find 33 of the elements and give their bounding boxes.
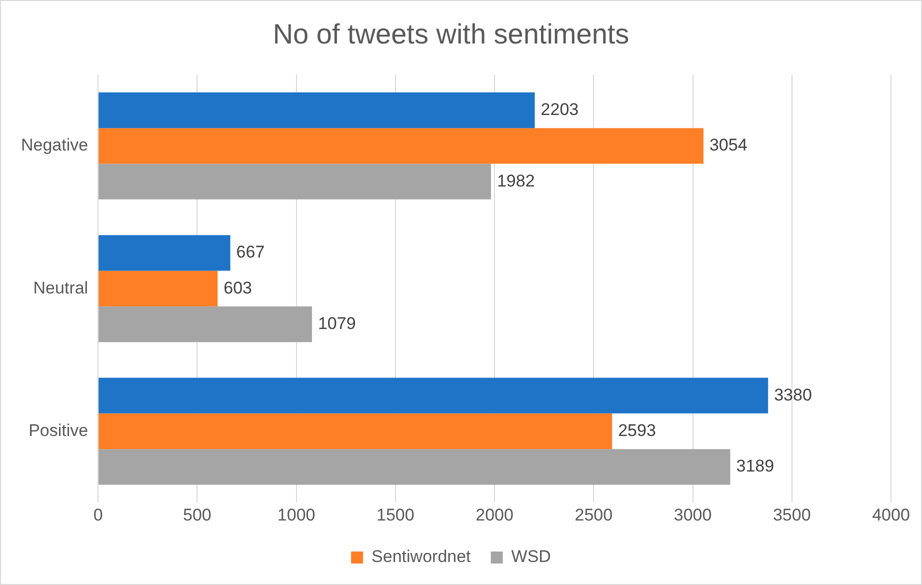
bar	[98, 270, 218, 306]
data-label: 3054	[709, 136, 748, 155]
data-label: 1982	[496, 171, 535, 190]
y-tick-label: Neutral	[33, 278, 88, 298]
bar	[98, 306, 312, 342]
x-tick-label: 500	[183, 505, 212, 524]
y-tick-label: Negative	[20, 136, 88, 155]
bar	[98, 92, 535, 128]
legend-label: WSD	[511, 547, 551, 566]
x-tick-label: 0	[93, 505, 103, 524]
data-label: 603	[224, 278, 252, 298]
bar	[98, 413, 612, 450]
bar	[98, 378, 768, 414]
x-tick-label: 2000	[476, 505, 514, 524]
data-label: 1079	[318, 314, 356, 333]
data-label: 667	[236, 242, 265, 262]
x-tick-label: 2500	[574, 505, 613, 524]
bar	[98, 235, 230, 271]
y-tick-label: Positive	[28, 420, 88, 440]
data-label: 2593	[618, 420, 656, 440]
data-label: 2203	[540, 100, 579, 119]
x-tick-label: 1000	[277, 505, 316, 524]
x-tick-label: 1500	[376, 505, 414, 524]
x-tick-label: 3000	[674, 505, 712, 524]
x-tick-label: 4000	[872, 505, 910, 524]
legend-label: Sentiwordnet	[372, 547, 472, 566]
data-label: 3189	[736, 456, 774, 476]
bar	[98, 128, 704, 164]
data-label: 3380	[774, 385, 812, 404]
bar	[98, 164, 491, 200]
chart-title: No of tweets with sentiments	[272, 18, 630, 50]
x-tick-label: 3500	[772, 505, 811, 524]
bar	[98, 449, 730, 485]
